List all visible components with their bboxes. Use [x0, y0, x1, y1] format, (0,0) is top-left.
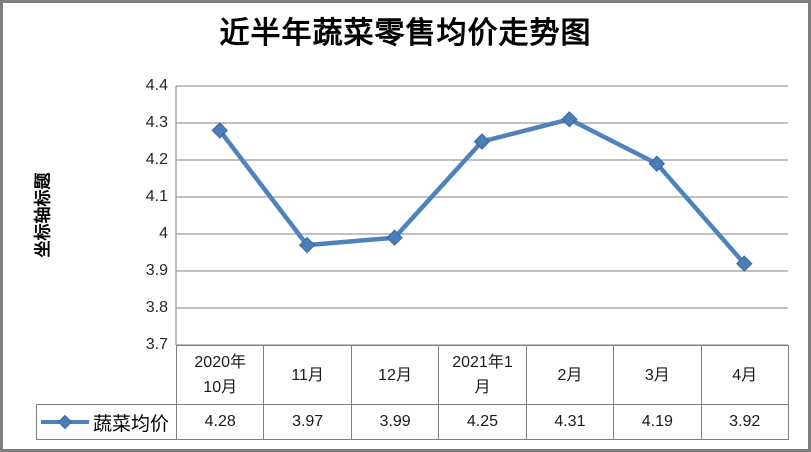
y-axis-tick-label: 4.2 — [145, 151, 168, 168]
data-point-marker — [386, 229, 403, 246]
data-point-marker — [648, 155, 666, 172]
y-axis-tick-label: 4 — [159, 225, 168, 242]
series-value-cell: 3.99 — [350, 404, 440, 440]
legend-cell: 蔬菜均价 — [36, 404, 177, 440]
legend-line-marker-icon — [41, 414, 89, 430]
legend-series-label: 蔬菜均价 — [93, 412, 170, 435]
category-header-cell: 11月 — [263, 345, 352, 405]
series-value-row: 蔬菜均价 4.28 3.97 3.99 4.25 4.31 4.19 3.92 — [36, 404, 789, 440]
data-point-marker — [211, 122, 228, 139]
series-value-cell: 4.25 — [438, 404, 527, 440]
y-axis-tick-label: 4.3 — [145, 114, 168, 131]
series-value-cell: 4.19 — [613, 404, 702, 440]
empty-corner-cell — [37, 346, 177, 405]
category-header-cell: 12月 — [350, 345, 440, 405]
category-header-cell: 2月 — [525, 345, 615, 405]
category-header-cell: 2020年 10月 — [175, 345, 265, 405]
category-header-row: 2020年 10月 11月 12月 2021年1 月 2月 3月 4月 — [37, 345, 789, 405]
y-axis-tick-label: 3.8 — [145, 299, 168, 316]
category-header-cell: 3月 — [613, 345, 702, 405]
series-value-cell: 4.31 — [525, 404, 615, 440]
data-point-marker — [298, 236, 316, 254]
category-header-cell: 4月 — [700, 345, 789, 405]
y-axis-tick-label: 4.4 — [145, 77, 168, 94]
data-point-marker — [561, 111, 578, 128]
data-table: 2020年 10月 11月 12月 2021年1 月 2月 3月 4月 蔬菜均价 4.28 3… — [36, 345, 789, 440]
y-axis-tick-label: 3.9 — [145, 262, 168, 279]
data-point-marker — [473, 133, 491, 150]
y-axis-tick-label: 4.1 — [145, 188, 168, 205]
series-value-cell: 4.28 — [175, 404, 265, 440]
series-value-cell: 3.92 — [700, 404, 789, 440]
legend: 蔬菜均价 — [37, 409, 176, 436]
y-axis-tick-label: 3.7 — [145, 336, 168, 353]
chart-title: 近半年蔬菜零售均价走势图 — [219, 16, 592, 51]
series-value-cell: 3.97 — [263, 404, 352, 440]
category-header-cell: 2021年1 月 — [438, 345, 527, 405]
data-point-marker — [736, 255, 753, 272]
